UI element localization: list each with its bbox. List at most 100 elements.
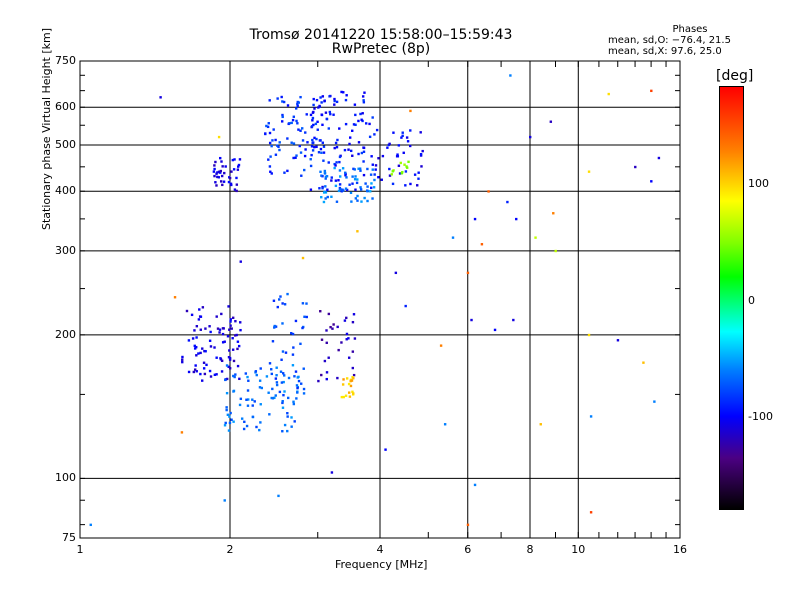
scatter-point bbox=[213, 164, 216, 167]
scatter-point bbox=[221, 341, 225, 344]
scatter-point bbox=[218, 328, 222, 331]
scatter-point bbox=[359, 169, 362, 172]
scatter-point bbox=[336, 138, 339, 142]
scatter-point bbox=[198, 308, 201, 311]
scatter-point bbox=[220, 370, 224, 373]
scatter-point bbox=[224, 378, 227, 382]
scatter-point bbox=[324, 177, 327, 180]
scatter-point bbox=[229, 318, 232, 321]
scatter-point bbox=[302, 367, 305, 370]
scatter-point bbox=[439, 344, 443, 347]
scatter-point bbox=[209, 345, 213, 348]
scatter-point bbox=[203, 372, 207, 376]
scatter-point bbox=[284, 351, 288, 354]
scatter-point bbox=[340, 395, 344, 399]
scatter-point bbox=[338, 169, 342, 172]
scatter-point bbox=[223, 424, 227, 427]
scatter-point bbox=[215, 184, 218, 187]
scatter-point bbox=[534, 236, 537, 239]
scatter-point bbox=[300, 174, 303, 177]
scatter-point bbox=[218, 331, 221, 334]
scatter-point bbox=[347, 148, 350, 151]
scatter-point bbox=[217, 170, 221, 173]
scatter-point bbox=[334, 164, 337, 167]
scatter-point bbox=[397, 144, 401, 147]
scatter-point bbox=[221, 165, 224, 168]
scatter-point bbox=[270, 368, 273, 371]
scatter-point bbox=[309, 188, 313, 191]
scatter-point bbox=[239, 260, 242, 263]
scatter-point bbox=[323, 359, 327, 363]
scatter-point bbox=[282, 372, 285, 375]
scatter-point bbox=[187, 370, 191, 374]
scatter-point bbox=[242, 427, 246, 431]
scatter-point bbox=[293, 375, 296, 378]
scatter-point bbox=[271, 387, 274, 391]
scatter-point bbox=[339, 175, 342, 178]
scatter-point bbox=[301, 302, 305, 305]
scatter-point bbox=[607, 92, 610, 96]
scatter-point bbox=[226, 413, 230, 416]
scatter-point bbox=[342, 91, 345, 94]
scatter-point bbox=[303, 168, 306, 172]
scatter-point bbox=[339, 188, 342, 191]
scatter-point bbox=[337, 189, 341, 193]
y-tick-label: 750 bbox=[55, 54, 76, 67]
scatter-point bbox=[312, 110, 315, 114]
scatter-point bbox=[357, 167, 360, 170]
scatter-point bbox=[373, 133, 376, 136]
scatter-point bbox=[286, 429, 289, 433]
scatter-point bbox=[234, 319, 237, 323]
scatter-point bbox=[292, 346, 295, 349]
scatter-point bbox=[509, 74, 512, 77]
scatter-point bbox=[273, 324, 276, 328]
scatter-point bbox=[369, 173, 373, 176]
scatter-point bbox=[403, 163, 406, 166]
scatter-point bbox=[320, 195, 323, 199]
scatter-point bbox=[419, 154, 423, 157]
scatter-point bbox=[219, 180, 223, 183]
scatter-point bbox=[313, 107, 316, 110]
scatter-point bbox=[235, 333, 238, 337]
scatter-point bbox=[407, 160, 410, 164]
scatter-point bbox=[634, 165, 637, 169]
scatter-point bbox=[224, 421, 227, 425]
scatter-point bbox=[286, 169, 289, 173]
scatter-point bbox=[296, 391, 299, 394]
scatter-point bbox=[349, 191, 353, 195]
scatter-point bbox=[515, 217, 518, 221]
x-tick-label: 1 bbox=[76, 543, 84, 556]
scatter-point bbox=[305, 302, 308, 305]
scatter-point bbox=[344, 122, 348, 126]
scatter-point bbox=[299, 151, 303, 154]
scatter-point bbox=[291, 353, 295, 356]
scatter-point bbox=[215, 373, 218, 376]
scatter-point bbox=[195, 336, 198, 339]
phase-colorbar bbox=[719, 86, 744, 510]
scatter-point bbox=[327, 161, 330, 164]
scatter-point bbox=[299, 342, 302, 346]
scatter-point bbox=[319, 170, 322, 174]
scatter-point bbox=[360, 200, 363, 203]
scatter-point bbox=[173, 296, 177, 299]
scatter-point bbox=[377, 176, 380, 179]
scatter-point bbox=[340, 90, 343, 94]
scatter-point bbox=[330, 471, 334, 474]
scatter-point bbox=[193, 344, 196, 348]
scatter-point bbox=[236, 347, 239, 351]
scatter-point bbox=[264, 132, 267, 136]
scatter-point bbox=[259, 421, 262, 424]
scatter-point bbox=[258, 386, 262, 389]
scatter-point bbox=[213, 373, 217, 377]
scatter-point bbox=[322, 200, 326, 204]
scatter-point bbox=[318, 187, 321, 190]
scatter-point bbox=[388, 142, 391, 146]
scatter-point bbox=[340, 341, 343, 344]
scatter-point bbox=[204, 327, 207, 330]
scatter-point bbox=[342, 395, 345, 399]
scatter-point bbox=[399, 161, 402, 165]
scatter-point bbox=[295, 154, 298, 157]
scatter-point bbox=[404, 170, 408, 173]
scatter-point bbox=[368, 122, 371, 126]
